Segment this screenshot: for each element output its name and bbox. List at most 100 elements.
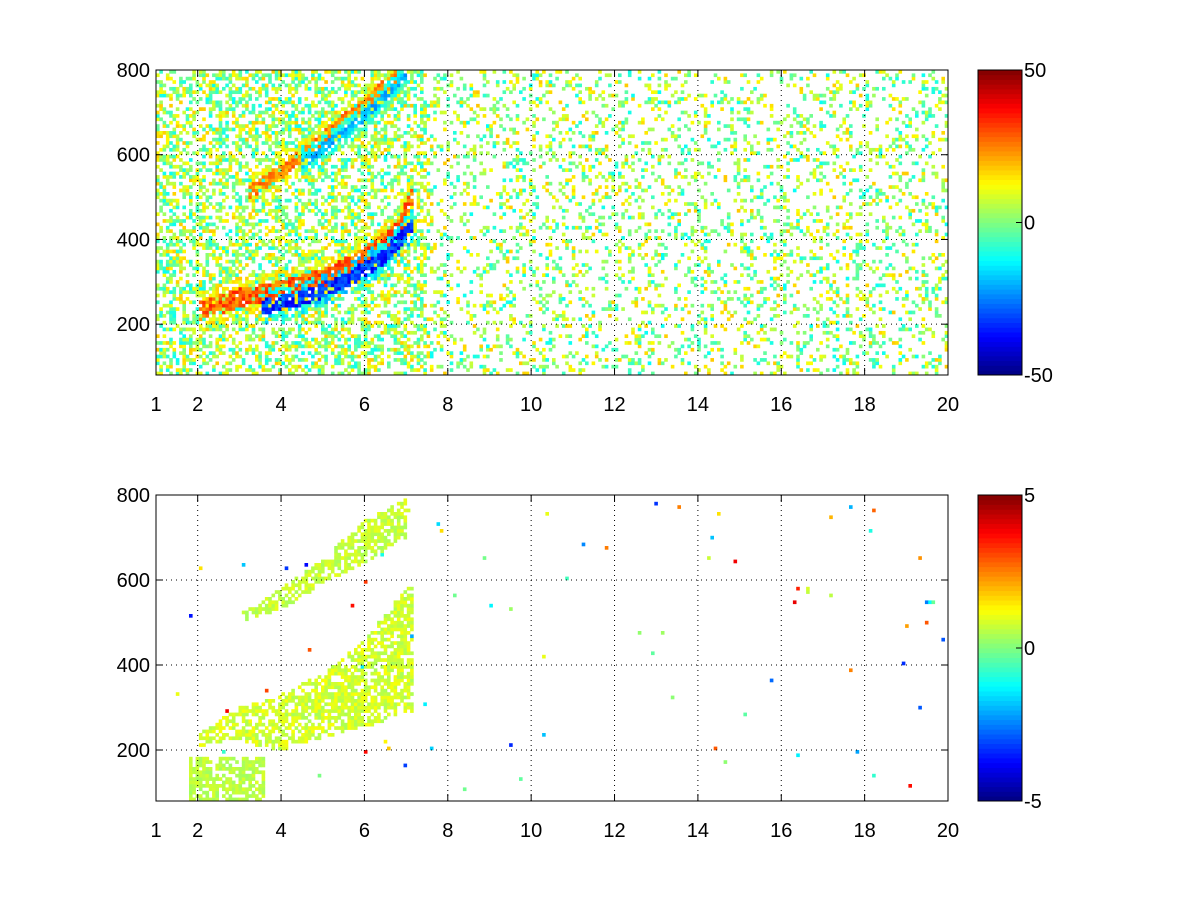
heatmap-cell	[522, 175, 526, 179]
heatmap-cell	[387, 276, 391, 281]
heatmap-cell	[423, 327, 427, 332]
heatmap-cell	[202, 178, 206, 183]
heatmap-cell	[565, 208, 569, 213]
heatmap-cell	[334, 307, 338, 311]
heatmap-cell	[314, 161, 318, 166]
heatmap-cell	[390, 219, 394, 223]
heatmap-cell	[241, 229, 246, 233]
heatmap-cell	[251, 185, 256, 189]
heatmap-cell	[396, 229, 401, 233]
heatmap-cell	[528, 239, 533, 244]
heatmap-cell	[443, 330, 447, 335]
heatmap-cell	[363, 266, 368, 271]
heatmap-cell	[396, 158, 401, 162]
heatmap-cell	[307, 202, 312, 206]
heatmap-cell	[406, 124, 411, 128]
heatmap-cell	[558, 300, 563, 305]
heatmap-cell	[466, 120, 470, 125]
heatmap-cell	[268, 114, 272, 118]
heatmap-cell	[456, 114, 460, 118]
heatmap-cell	[400, 70, 404, 74]
heatmap-cell	[327, 286, 332, 291]
heatmap-cell	[278, 131, 282, 135]
heatmap-cell	[324, 300, 328, 305]
heatmap-cell	[380, 293, 384, 298]
heatmap-cell	[373, 242, 378, 247]
heatmap-cell	[538, 286, 543, 291]
heatmap-cell	[406, 266, 411, 271]
heatmap-cell	[387, 114, 391, 118]
heatmap-cell	[307, 303, 312, 308]
heatmap-cell	[330, 293, 335, 298]
heatmap-cell	[156, 73, 160, 78]
heatmap-cell	[522, 97, 526, 101]
heatmap-cell	[360, 239, 365, 244]
heatmap-cell	[301, 280, 305, 284]
heatmap-cell	[215, 344, 219, 349]
heatmap-cell	[505, 249, 510, 254]
heatmap-cell	[334, 290, 338, 294]
heatmap-cell	[278, 371, 282, 376]
heatmap-cell	[205, 198, 210, 203]
heatmap-cell	[416, 161, 421, 166]
heatmap-cell	[347, 347, 351, 352]
heatmap-cell	[509, 314, 513, 318]
heatmap-cell	[222, 219, 226, 223]
heatmap-cell	[380, 225, 384, 230]
heatmap-cell	[281, 144, 285, 149]
heatmap-cell	[185, 236, 190, 240]
heatmap-cell	[370, 263, 375, 267]
heatmap-cell	[443, 317, 447, 322]
heatmap-cell	[251, 371, 256, 376]
heatmap-cell	[403, 239, 408, 244]
heatmap-cell	[403, 131, 408, 135]
heatmap-cell	[387, 137, 391, 142]
heatmap-cell	[225, 178, 229, 183]
heatmap-cell	[231, 114, 236, 118]
heatmap-cell	[396, 83, 401, 88]
heatmap-cell	[274, 215, 279, 220]
heatmap-cell	[215, 76, 219, 81]
heatmap-cell	[215, 256, 219, 261]
heatmap-cell	[492, 144, 497, 149]
heatmap-cell	[291, 286, 295, 291]
heatmap-cell	[225, 114, 229, 118]
heatmap-cell	[495, 83, 500, 88]
heatmap-cell	[307, 192, 312, 196]
heatmap-cell	[377, 314, 381, 318]
heatmap-cell	[495, 100, 500, 105]
heatmap-cell	[347, 249, 351, 254]
heatmap-cell	[294, 86, 299, 91]
heatmap-cell	[363, 337, 368, 342]
heatmap-cell	[258, 364, 262, 369]
heatmap-cell	[492, 103, 497, 108]
heatmap-cell	[235, 181, 239, 186]
heatmap-cell	[261, 276, 266, 281]
heatmap-cell	[492, 344, 497, 349]
heatmap-cell	[363, 232, 368, 237]
heatmap-cell	[340, 286, 345, 291]
heatmap-cell	[222, 70, 226, 74]
heatmap-cell	[307, 147, 312, 152]
heatmap-cell	[314, 351, 318, 355]
heatmap-cell	[264, 351, 269, 355]
heatmap-cell	[294, 293, 299, 298]
heatmap-cell	[156, 134, 160, 139]
heatmap-cell	[268, 307, 272, 311]
heatmap-cell	[396, 371, 401, 376]
heatmap-cell	[278, 175, 282, 179]
heatmap-cell	[172, 134, 177, 139]
heatmap-cell	[340, 351, 345, 355]
heatmap-cell	[175, 358, 180, 362]
heatmap-cell	[255, 317, 259, 322]
heatmap-cell	[519, 320, 523, 325]
heatmap-cell	[370, 358, 375, 362]
heatmap-cell	[291, 341, 295, 345]
heatmap-cell	[367, 273, 371, 278]
heatmap-cell	[218, 171, 223, 176]
heatmap-cell	[208, 168, 213, 172]
heatmap-cell	[225, 137, 229, 142]
heatmap-cell	[271, 168, 276, 172]
heatmap-cell	[347, 364, 351, 369]
